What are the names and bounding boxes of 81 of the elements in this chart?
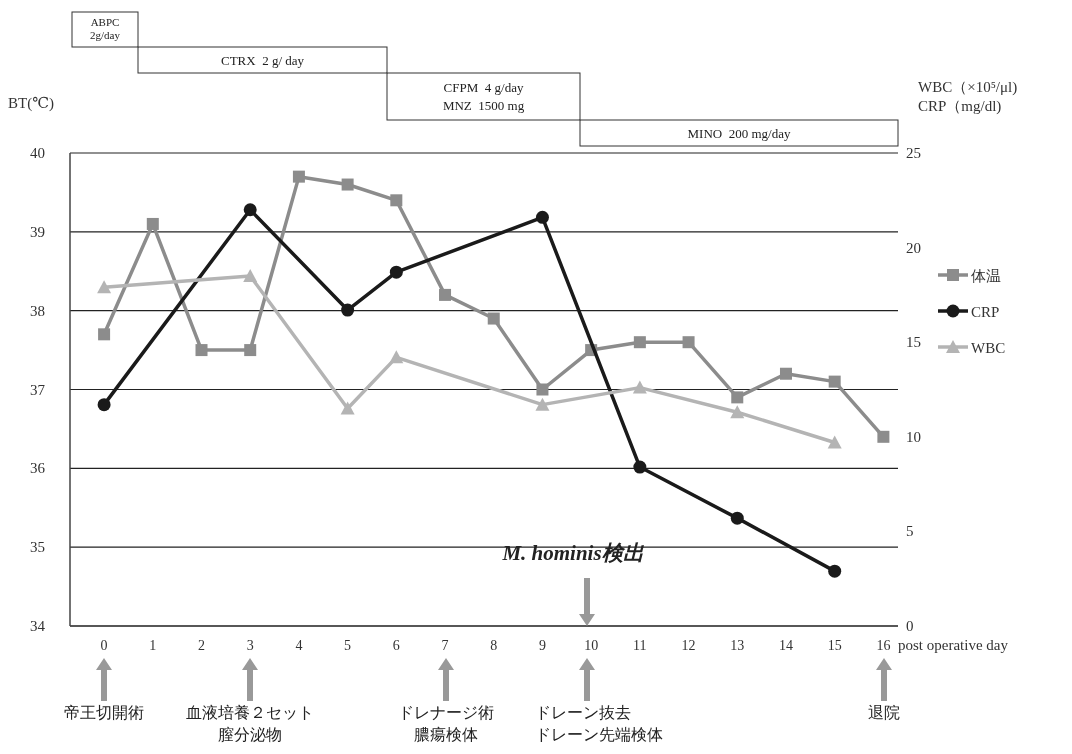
point bbox=[827, 435, 842, 449]
point bbox=[195, 344, 208, 357]
y-tick-label: 34 bbox=[30, 618, 46, 634]
x-tick-label: 11 bbox=[633, 638, 647, 653]
point bbox=[439, 288, 452, 301]
x-tick-label: 8 bbox=[490, 638, 498, 653]
y2-tick-label: 25 bbox=[906, 145, 921, 161]
annotation: M. hominis検出 bbox=[501, 541, 645, 565]
point bbox=[341, 303, 355, 317]
text: 退院 bbox=[868, 703, 900, 722]
point bbox=[292, 170, 305, 183]
y-tick-label: 39 bbox=[30, 223, 45, 240]
text: ドレーン先端検体 bbox=[535, 725, 663, 744]
y2-axis-title: WBC（×10⁵/μl) CRP（mg/dl) bbox=[918, 79, 1018, 115]
point bbox=[779, 367, 792, 380]
y-tick-label: 38 bbox=[30, 302, 45, 319]
text: ドレーン抜去 bbox=[535, 703, 631, 722]
point bbox=[244, 344, 257, 357]
text: ドレナージ術 bbox=[398, 703, 494, 722]
point bbox=[146, 217, 159, 230]
point bbox=[535, 210, 549, 224]
text: 膿瘍検体 bbox=[414, 725, 478, 744]
y-tick-label: 36 bbox=[30, 460, 46, 477]
x-tick-label: 12 bbox=[681, 638, 696, 653]
text: CTRX 2 g/ day bbox=[220, 53, 305, 68]
legend-label: WBC bbox=[971, 340, 1006, 356]
text: 血液培養２セット bbox=[186, 703, 314, 722]
y-tick-label: 35 bbox=[30, 539, 45, 556]
y2-tick-label: 15 bbox=[906, 334, 921, 351]
point bbox=[731, 391, 744, 404]
text: MINO 200 mg/day bbox=[687, 126, 791, 141]
x-tick-label: 4 bbox=[295, 638, 303, 653]
x-tick-label: 14 bbox=[778, 638, 793, 653]
point bbox=[487, 312, 500, 325]
point bbox=[389, 350, 404, 364]
point bbox=[341, 178, 354, 191]
point bbox=[632, 380, 647, 394]
x-tick-label: 13 bbox=[730, 638, 745, 653]
x-tick-label: 3 bbox=[246, 638, 254, 653]
y2-tick-label: 5 bbox=[906, 523, 914, 540]
x-tick-label: 10 bbox=[584, 638, 599, 653]
x-tick-label: 5 bbox=[344, 638, 352, 653]
point bbox=[730, 511, 744, 525]
text: ABPC 2g/day bbox=[90, 16, 121, 41]
point bbox=[97, 398, 111, 412]
text: 膣分泌物 bbox=[218, 725, 282, 744]
x-tick-label: 6 bbox=[392, 638, 400, 653]
x-axis-title: post operative day bbox=[898, 637, 1009, 653]
x-tick-label: 15 bbox=[827, 638, 842, 653]
point bbox=[828, 375, 841, 388]
point bbox=[633, 336, 646, 349]
legend-label: 体温 bbox=[971, 268, 1001, 284]
point bbox=[536, 383, 549, 396]
point bbox=[730, 405, 745, 419]
point bbox=[633, 460, 647, 474]
y-tick-label: 40 bbox=[30, 145, 45, 161]
point bbox=[98, 328, 111, 341]
y-tick-label: 37 bbox=[30, 381, 46, 398]
point bbox=[97, 280, 112, 294]
x-tick-label: 0 bbox=[100, 638, 108, 653]
text: 帝王切開術 bbox=[64, 703, 144, 722]
text: CFPM 4 g/day MNZ 1500 mg bbox=[442, 80, 525, 113]
x-tick-label: 16 bbox=[876, 638, 891, 653]
point bbox=[390, 194, 403, 207]
point bbox=[340, 401, 355, 415]
legend-label: CRP bbox=[971, 304, 1000, 320]
point bbox=[877, 430, 890, 443]
point bbox=[828, 564, 842, 578]
x-tick-label: 9 bbox=[538, 638, 546, 653]
y2-tick-label: 10 bbox=[906, 428, 921, 445]
point bbox=[243, 203, 257, 217]
y2-tick-label: 20 bbox=[906, 239, 921, 256]
point bbox=[682, 336, 695, 349]
y-axis-title: BT(℃) bbox=[8, 95, 54, 112]
point bbox=[389, 265, 403, 279]
y2-tick-label: 0 bbox=[906, 618, 914, 634]
point bbox=[535, 397, 550, 411]
x-tick-label: 2 bbox=[198, 638, 206, 653]
x-tick-label: 1 bbox=[149, 638, 157, 653]
point bbox=[243, 268, 258, 282]
x-tick-label: 7 bbox=[441, 638, 449, 653]
